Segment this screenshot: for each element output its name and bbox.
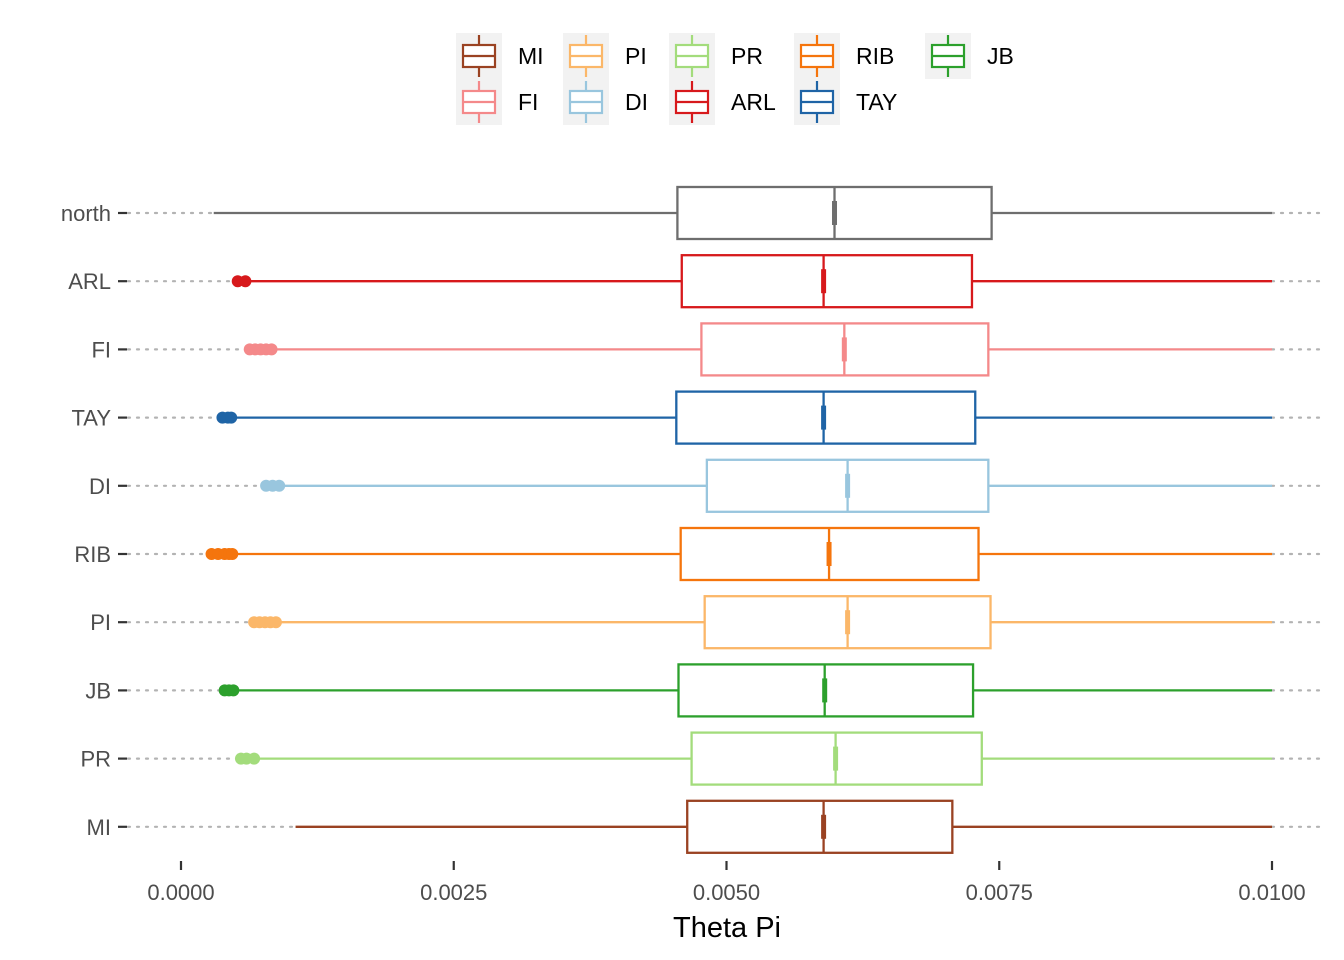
box-row-pi: PI	[90, 595, 1328, 650]
legend-item-di: DI	[563, 79, 648, 125]
box-row-arl: ARL	[68, 254, 1328, 309]
box-row-di: DI	[89, 458, 1328, 513]
median-marker-pr	[833, 746, 839, 771]
box-row-tay: TAY	[71, 390, 1328, 445]
legend-item-fi: FI	[456, 79, 538, 125]
legend-label-pi: PI	[625, 43, 647, 69]
legend-item-mi: MI	[456, 33, 544, 79]
outlier-arl-1	[239, 275, 252, 288]
legend-label-pr: PR	[731, 43, 763, 69]
y-tick-label-jb: JB	[85, 678, 111, 703]
box-row-pr: PR	[80, 731, 1328, 786]
x-tick-label-0: 0.0000	[147, 880, 214, 905]
median-marker-pi	[845, 610, 851, 635]
median-marker-mi	[821, 814, 827, 839]
x-tick-label-3: 0.0075	[966, 880, 1033, 905]
y-tick-label-arl: ARL	[68, 269, 111, 294]
box-mi	[686, 799, 954, 854]
x-tick-label-4: 0.0100	[1238, 880, 1305, 905]
box-row-mi: MI	[87, 799, 1328, 854]
legend-label-arl: ARL	[731, 89, 776, 115]
y-tick-label-rib: RIB	[74, 542, 111, 567]
box-row-fi: FI	[91, 322, 1328, 377]
legend-label-fi: FI	[518, 89, 538, 115]
outlier-di-2	[273, 479, 286, 492]
legend-label-tay: TAY	[856, 89, 897, 115]
legend: MI PI PR RIB JB FI DI ARL TAY	[456, 33, 1014, 125]
legend-item-tay: TAY	[794, 79, 897, 125]
box-row-rib: RIB	[74, 526, 1328, 582]
median-marker-tay	[821, 405, 827, 430]
y-tick-label-pr: PR	[80, 747, 111, 772]
outlier-tay-2	[225, 411, 238, 424]
legend-label-di: DI	[625, 89, 648, 115]
x-tick-label-1: 0.0025	[420, 880, 487, 905]
outlier-pi-4	[269, 616, 282, 629]
legend-label-jb: JB	[987, 43, 1014, 69]
y-tick-label-north: north	[61, 201, 111, 226]
legend-item-jb: JB	[925, 33, 1014, 79]
outlier-jb-2	[227, 684, 240, 697]
median-marker-arl	[821, 269, 827, 294]
y-tick-label-fi: FI	[91, 337, 111, 362]
box-row-north: north	[61, 185, 1328, 241]
y-tick-label-tay: TAY	[71, 406, 111, 431]
outlier-pr-2	[248, 752, 261, 765]
legend-item-pi: PI	[563, 33, 647, 79]
outlier-fi-4	[265, 343, 278, 356]
median-marker-di	[845, 473, 851, 498]
y-tick-label-di: DI	[89, 474, 111, 499]
outlier-rib-4	[226, 548, 239, 560]
box-arl	[680, 254, 974, 309]
legend-item-pr: PR	[669, 33, 763, 79]
median-marker-fi	[841, 337, 847, 362]
legend-label-mi: MI	[518, 43, 544, 69]
y-tick-label-mi: MI	[87, 815, 111, 840]
legend-item-arl: ARL	[669, 79, 776, 125]
median-marker-rib	[826, 542, 832, 566]
median-marker-jb	[822, 678, 828, 703]
median-marker-north	[832, 201, 838, 225]
plot-panel: north ARL FI TAY DI RIB PI JB PR MI	[61, 185, 1328, 854]
x-tick-label-2: 0.0050	[693, 880, 760, 905]
x-axis-title: Theta Pi	[673, 912, 781, 944]
legend-item-rib: RIB	[794, 33, 894, 79]
y-tick-label-pi: PI	[90, 610, 111, 635]
legend-label-rib: RIB	[856, 43, 894, 69]
box-row-jb: JB	[85, 663, 1328, 718]
x-axis: 0.0000 0.0025 0.0050 0.0075 0.0100	[147, 861, 1306, 905]
